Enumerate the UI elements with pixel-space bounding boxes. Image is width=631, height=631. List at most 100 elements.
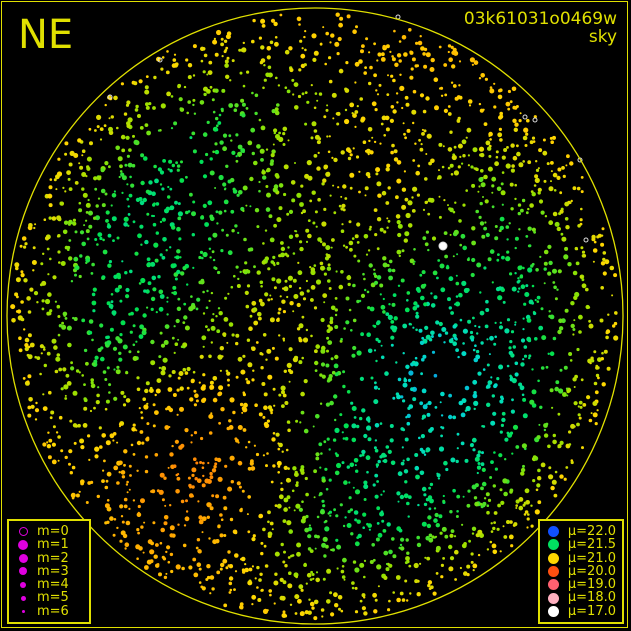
star [477, 190, 480, 193]
star [375, 463, 380, 467]
star [547, 444, 551, 449]
star [95, 204, 99, 208]
star [373, 385, 378, 390]
star [366, 425, 372, 431]
star [148, 180, 153, 185]
star [278, 206, 283, 211]
star [90, 383, 96, 389]
star [514, 321, 517, 324]
star [437, 259, 441, 262]
star [330, 357, 334, 361]
star [269, 294, 272, 297]
star [356, 299, 360, 304]
star [41, 280, 47, 286]
star [558, 388, 564, 394]
star [580, 190, 584, 194]
star [359, 599, 363, 603]
star [193, 403, 197, 407]
star [79, 165, 84, 170]
star [418, 328, 423, 333]
star [298, 23, 301, 26]
star [101, 203, 106, 208]
star [208, 431, 213, 435]
star [119, 539, 123, 543]
star [440, 434, 443, 438]
brightness-label: μ=20.0 [567, 563, 616, 579]
star [177, 338, 180, 341]
star [405, 102, 410, 107]
star [422, 236, 427, 241]
star [209, 214, 214, 219]
star [344, 88, 350, 93]
star [272, 143, 275, 146]
star [385, 445, 390, 449]
star [323, 267, 326, 270]
star [393, 149, 398, 154]
star [483, 497, 487, 500]
star [573, 386, 576, 388]
star [43, 348, 46, 351]
star [267, 298, 271, 302]
star [257, 598, 262, 602]
star [529, 399, 535, 405]
star [502, 525, 505, 528]
star [420, 143, 423, 146]
star [53, 178, 57, 182]
star [398, 40, 402, 43]
star [349, 172, 355, 178]
star [363, 484, 369, 490]
star [49, 257, 52, 261]
star [316, 535, 320, 539]
star [250, 466, 256, 471]
star [554, 386, 559, 392]
star [220, 518, 224, 521]
star [484, 324, 489, 329]
star [217, 121, 222, 125]
star [439, 263, 445, 269]
star [462, 203, 466, 207]
star [214, 88, 219, 93]
star [46, 444, 52, 449]
star [326, 568, 332, 574]
magnitude-label: m=1 [37, 537, 69, 553]
star [342, 557, 347, 563]
star [118, 471, 121, 474]
star [267, 520, 270, 524]
star [173, 121, 178, 126]
magnitude-legend-item: m=4 [15, 578, 83, 591]
star [301, 356, 305, 360]
star [113, 95, 118, 101]
star [19, 244, 23, 248]
star [429, 67, 435, 72]
star [281, 404, 285, 408]
star [509, 520, 513, 524]
star [322, 536, 328, 542]
star [136, 557, 139, 560]
star [239, 604, 244, 610]
star [492, 484, 496, 488]
star [192, 557, 197, 562]
star [482, 196, 484, 198]
star [570, 301, 575, 306]
star [128, 488, 131, 491]
star [231, 333, 235, 337]
star [145, 381, 150, 386]
star [36, 356, 41, 360]
star [48, 216, 52, 220]
star [389, 118, 394, 123]
star [244, 290, 249, 295]
star [90, 480, 94, 484]
star [425, 535, 431, 541]
star [421, 486, 427, 492]
star [455, 281, 460, 286]
star [509, 182, 514, 187]
star [195, 546, 199, 550]
star [226, 426, 231, 431]
star [42, 406, 48, 411]
star [100, 188, 106, 194]
star [300, 391, 305, 397]
star [430, 158, 435, 164]
star [588, 319, 591, 323]
star [112, 533, 116, 537]
brightness-swatch [546, 565, 562, 577]
